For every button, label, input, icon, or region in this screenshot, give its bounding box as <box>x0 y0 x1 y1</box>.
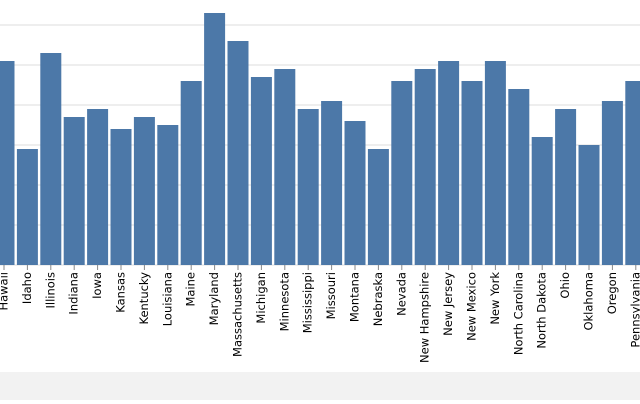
bar <box>87 109 109 265</box>
bar <box>344 121 366 265</box>
bar <box>157 125 179 265</box>
x-tick-label: Oregon <box>605 272 619 314</box>
x-tick-label: Illinois <box>43 272 57 309</box>
x-tick-label: Kentucky <box>137 272 151 325</box>
bar <box>16 149 38 265</box>
bar <box>133 117 155 265</box>
x-tick-label: Iowa <box>90 272 104 299</box>
bar <box>461 81 483 265</box>
x-tick-label: Minnesota <box>277 272 291 331</box>
x-tick-label: Oklahoma <box>582 272 596 331</box>
x-tick-label: North Carolina <box>511 272 525 355</box>
x-tick-label: New Mexico <box>465 272 479 341</box>
bar <box>508 89 530 265</box>
bar <box>227 41 249 265</box>
bar <box>414 69 436 265</box>
x-tick-label: Indiana <box>67 272 81 315</box>
footer-band <box>0 372 640 400</box>
x-tick-label: Michigan <box>254 272 268 324</box>
bar <box>555 109 577 265</box>
x-tick-label: Hawaii <box>0 272 11 311</box>
bar <box>321 101 343 265</box>
bar <box>274 69 296 265</box>
bar <box>531 137 553 265</box>
x-tick-label: Nebraska <box>371 272 385 326</box>
bar <box>601 101 623 265</box>
bar <box>63 117 85 265</box>
x-tick-label: New York <box>488 272 502 325</box>
bar <box>0 61 15 265</box>
bar <box>438 61 460 265</box>
bar <box>110 129 132 265</box>
bar <box>625 81 640 265</box>
x-tick-label: North Dakota <box>535 272 549 349</box>
x-tick-label: Pennsylvania <box>628 272 640 348</box>
x-tick-label: Montana <box>348 272 362 322</box>
x-tick-label: Missouri <box>324 272 338 319</box>
bar <box>578 145 600 265</box>
x-tick-label: Kansas <box>114 272 128 313</box>
x-tick-label: New Jersey <box>441 272 455 336</box>
bar <box>484 61 506 265</box>
x-tick-label: Maine <box>184 272 198 307</box>
x-tick-label: Louisiana <box>160 272 174 326</box>
bar <box>391 81 413 265</box>
x-tick-label: Idaho <box>20 272 34 304</box>
x-tick-label: Mississippi <box>301 272 315 333</box>
x-tick-label: Ohio <box>558 272 572 299</box>
x-tick-label: Maryland <box>207 272 221 325</box>
x-tick-label: New Hampshire <box>418 272 432 363</box>
bar <box>40 53 62 265</box>
bar <box>204 13 226 265</box>
bar <box>250 77 272 265</box>
bar <box>367 149 389 265</box>
x-tick-label: Nevada <box>394 272 408 316</box>
bar <box>297 109 319 265</box>
x-tick-label: Massachusetts <box>231 272 245 357</box>
bar <box>180 81 202 265</box>
